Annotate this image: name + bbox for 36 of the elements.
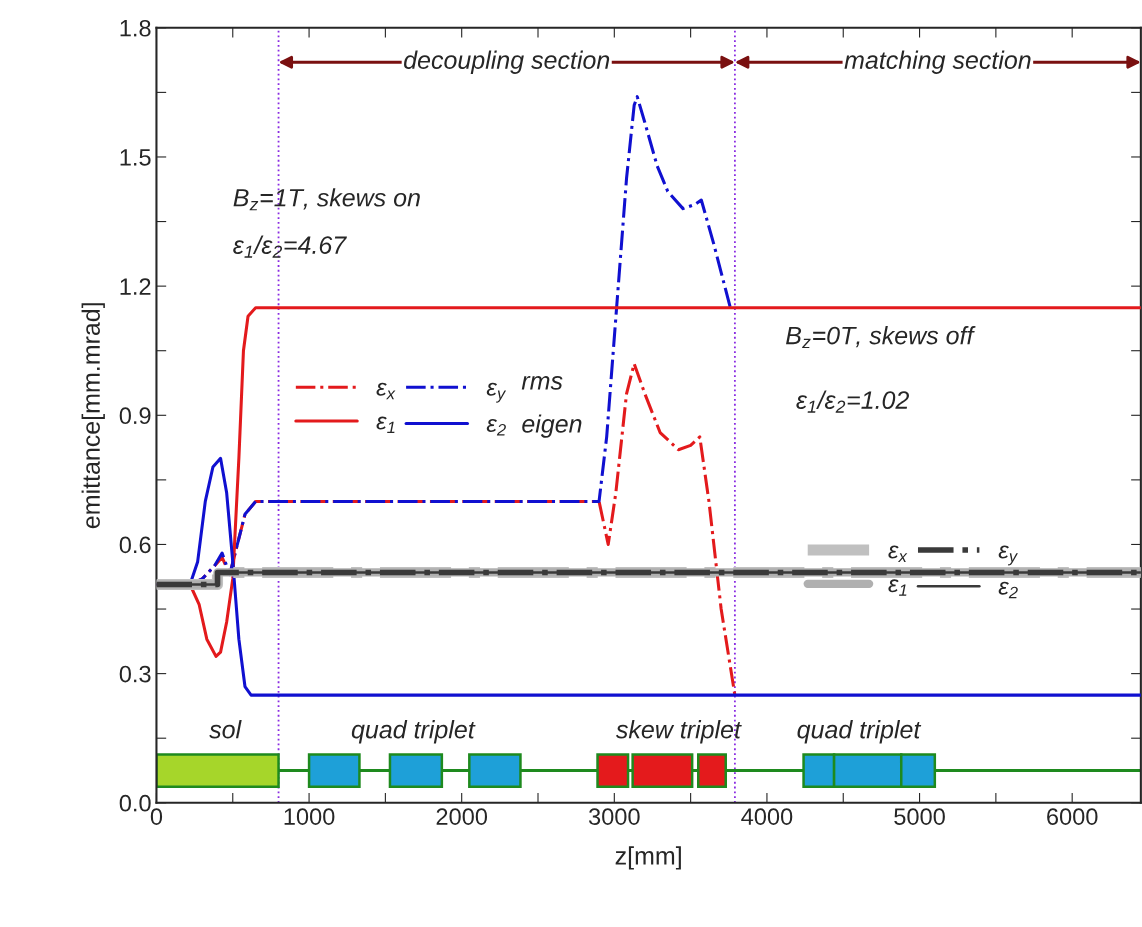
annotation: rms — [521, 376, 563, 390]
legend-label: ε$_{2}$ — [486, 419, 506, 436]
legend-label: ε$_{y}$ — [486, 382, 507, 403]
x-tick-label: 5000 — [894, 808, 945, 825]
annotation: quad triplet — [351, 720, 476, 744]
legend-label: ε$_{x}$ — [888, 545, 908, 562]
legend-label: ε$_{1}$ — [376, 416, 395, 434]
annotation: quad triplet — [797, 720, 922, 744]
x-tick-label: 4000 — [741, 808, 793, 825]
y-tick-label: 1.8 — [120, 19, 151, 37]
y-axis-title: emittance[mm.mrad] — [81, 303, 105, 529]
annotation: sol — [209, 720, 242, 739]
x-tick-label: 3000 — [588, 808, 640, 825]
annotation: B$_{z}$=1T, skews on — [233, 188, 420, 211]
y-tick-label: 0.6 — [119, 536, 151, 554]
x-tick-label: 6000 — [1047, 808, 1098, 825]
y-tick-label: 0.0 — [119, 794, 151, 812]
x-tick-label: 2000 — [436, 808, 488, 825]
x-axis-title: z[mm] — [615, 846, 681, 870]
legend-label: ε$_{1}$ — [888, 579, 907, 596]
y-tick-label: 0.3 — [119, 665, 151, 683]
annotation: matching section — [844, 50, 1031, 74]
legend-label: ε$_{x}$ — [376, 382, 396, 400]
annotation: ε$_{1}$/ε$_{2}$=1.02 — [796, 390, 909, 413]
x-tick-label: 0 — [150, 808, 163, 825]
annotation: decoupling section — [404, 50, 610, 74]
legend-label: ε$_{y}$ — [998, 545, 1018, 566]
annotation: B$_{z}$=0T, skews off — [786, 326, 976, 349]
annotation: ε$_{1}$/ε$_{2}$=4.67 — [233, 235, 347, 258]
legend-label: ε$_{2}$ — [998, 581, 1018, 599]
y-tick-label: 1.2 — [120, 278, 151, 295]
y-tick-label: 1.5 — [120, 149, 151, 166]
y-tick-label: 0.9 — [119, 407, 151, 425]
annotation: eigen — [522, 414, 582, 438]
annotation: skew triplet — [615, 720, 742, 744]
x-tick-label: 1000 — [284, 808, 335, 825]
